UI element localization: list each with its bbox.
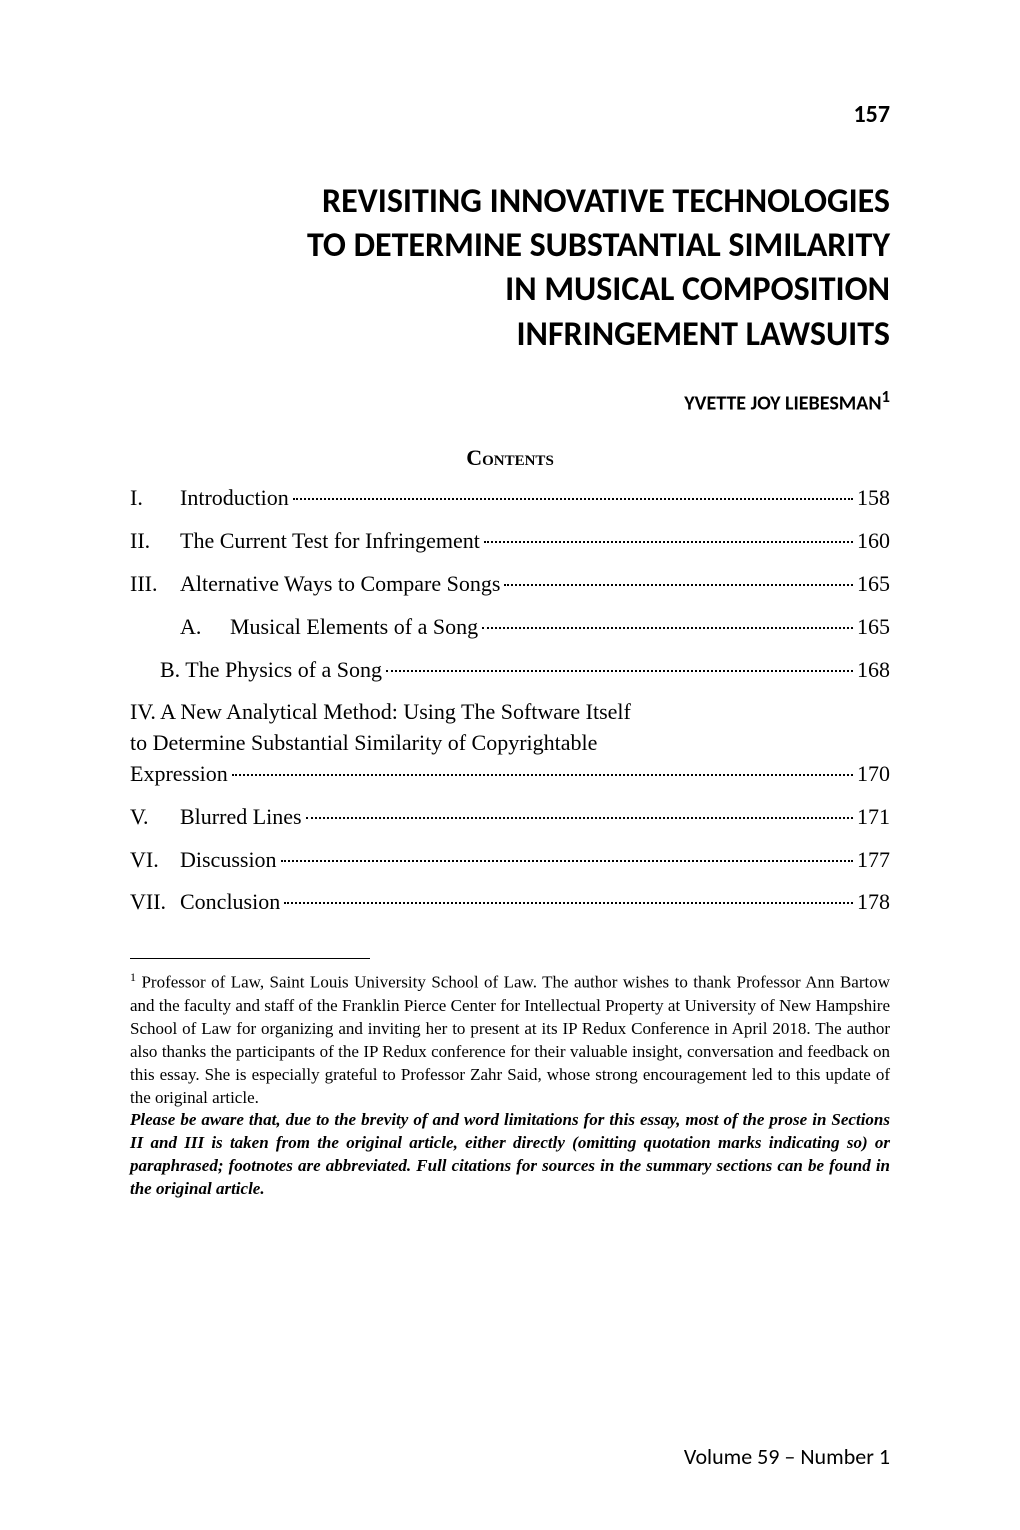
toc-page: 178 (857, 887, 890, 918)
toc-entry-multiline: IV. A New Analytical Method: Using The S… (130, 697, 890, 789)
toc-entry: I. Introduction 158 (130, 483, 890, 514)
toc-dots (306, 817, 853, 819)
toc-dots (482, 627, 853, 629)
page-number-top: 157 (854, 100, 891, 129)
footnote-italic-note: Please be aware that, due to the brevity… (130, 1110, 890, 1198)
toc-entry: B. The Physics of a Song 168 (130, 655, 890, 686)
toc-iv-line1: IV. A New Analytical Method: Using The S… (130, 697, 890, 728)
toc-label: Alternative Ways to Compare Songs (180, 569, 500, 600)
title-line-2: TO DETERMINE SUBSTANTIAL SIMILARITY (307, 225, 890, 266)
title-line-1: REVISITING INNOVATIVE TECHNOLOGIES (322, 181, 890, 222)
toc-page: 158 (857, 483, 890, 514)
toc-container: I. Introduction 158 II. The Current Test… (130, 483, 890, 918)
toc-iv-line3: Expression 170 (130, 759, 890, 790)
toc-page: 168 (857, 655, 890, 686)
title-line-4: INFRINGEMENT LAWSUITS (516, 314, 890, 355)
toc-dots (386, 670, 853, 672)
toc-number: A. (180, 612, 230, 643)
toc-iv-line2: to Determine Substantial Similarity of C… (130, 728, 890, 759)
toc-entry: VII. Conclusion 178 (130, 887, 890, 918)
toc-dots (232, 774, 853, 776)
author-footnote-ref: 1 (882, 387, 890, 407)
article-title: REVISITING INNOVATIVE TECHNOLOGIES TO DE… (130, 180, 890, 357)
toc-label: Musical Elements of a Song (230, 612, 478, 643)
toc-number: I. (130, 483, 180, 514)
contents-heading: Contents (130, 445, 890, 471)
toc-number: II. (130, 526, 180, 557)
toc-number: VI. (130, 845, 180, 876)
toc-entry: II. The Current Test for Infringement 16… (130, 526, 890, 557)
toc-page: 177 (857, 845, 890, 876)
toc-dots (504, 584, 853, 586)
toc-entry: VI. Discussion 177 (130, 845, 890, 876)
toc-number: VII. (130, 887, 180, 918)
toc-page: 165 (857, 612, 890, 643)
toc-label: Discussion (180, 845, 277, 876)
toc-number: V. (130, 802, 180, 833)
toc-page: 160 (857, 526, 890, 557)
toc-number: III. (130, 569, 180, 600)
toc-entry: V. Blurred Lines 171 (130, 802, 890, 833)
toc-label: Conclusion (180, 887, 280, 918)
toc-dots (484, 541, 853, 543)
toc-dots (293, 498, 853, 500)
toc-dots (284, 902, 853, 904)
toc-label: B. The Physics of a Song (160, 655, 382, 686)
toc-page: 165 (857, 569, 890, 600)
toc-label: Expression (130, 759, 228, 790)
footnote-text: Professor of Law, Saint Louis University… (130, 973, 890, 1107)
author-byline: YVETTE JOY LIEBESMAN1 (130, 387, 890, 416)
toc-label: Blurred Lines (180, 802, 302, 833)
toc-label: The Current Test for Infringement (180, 526, 480, 557)
toc-dots (281, 860, 853, 862)
author-name: YVETTE JOY LIEBESMAN (684, 391, 881, 415)
toc-page: 170 (857, 759, 890, 790)
toc-entry: A. Musical Elements of a Song 165 (130, 612, 890, 643)
toc-page: 171 (857, 802, 890, 833)
toc-label: Introduction (180, 483, 289, 514)
title-line-3: IN MUSICAL COMPOSITION (505, 269, 890, 310)
toc-entry: III. Alternative Ways to Compare Songs 1… (130, 569, 890, 600)
footnote-divider (130, 958, 370, 959)
footnote: 1 Professor of Law, Saint Louis Universi… (130, 969, 890, 1201)
footer-volume: Volume 59 – Number 1 (684, 1443, 890, 1470)
